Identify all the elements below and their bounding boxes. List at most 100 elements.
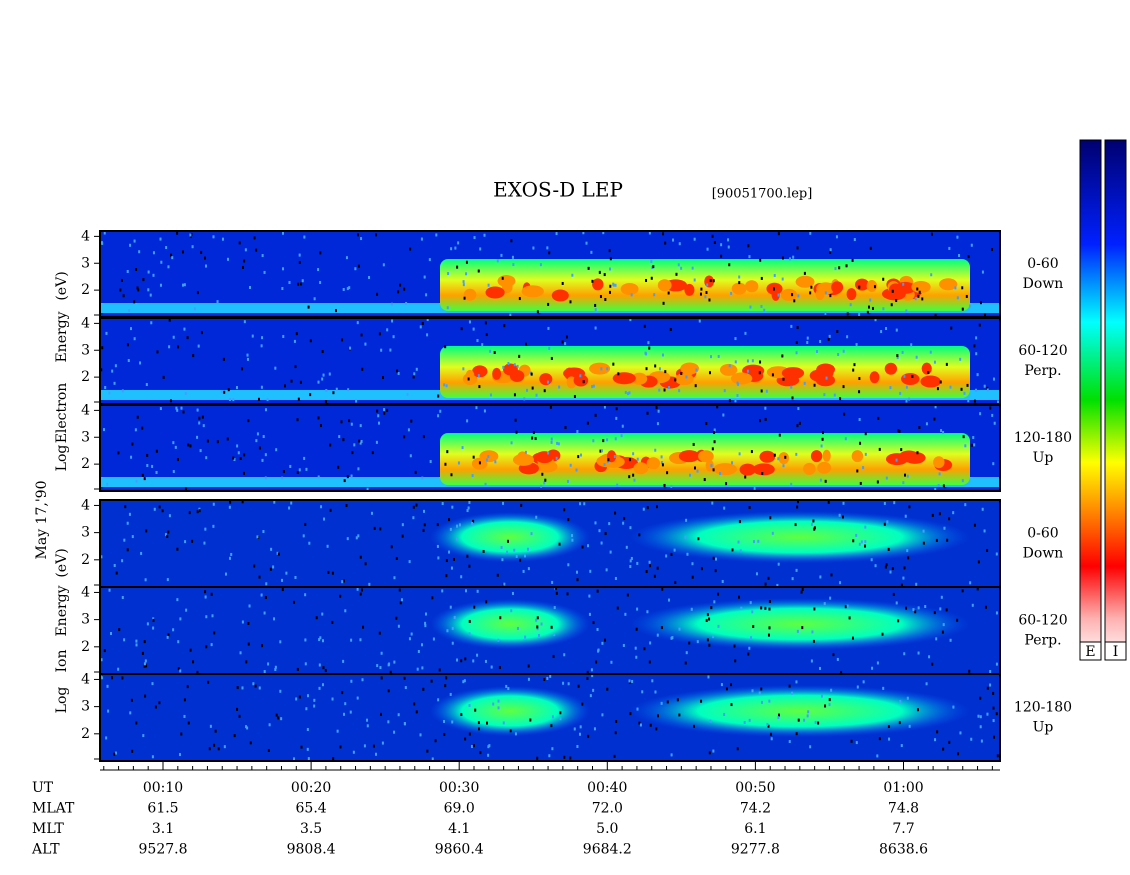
- noise: [930, 273, 933, 277]
- noise: [916, 287, 919, 291]
- noise: [631, 679, 634, 683]
- noise: [119, 288, 122, 292]
- noise: [391, 319, 394, 323]
- noise: [496, 573, 499, 577]
- noise: [126, 548, 129, 552]
- noise: [911, 374, 914, 378]
- noise: [172, 470, 175, 474]
- noise: [236, 686, 239, 690]
- noise: [364, 342, 367, 346]
- noise: [319, 636, 322, 640]
- noise: [547, 326, 550, 330]
- noise: [933, 611, 936, 615]
- noise: [728, 263, 731, 267]
- row-value: 5.0: [596, 821, 618, 837]
- noise: [722, 413, 725, 417]
- noise: [356, 233, 359, 237]
- noise: [412, 516, 415, 520]
- noise: [749, 305, 752, 309]
- noise: [563, 653, 566, 657]
- noise: [934, 313, 937, 317]
- date-label: May 17,'90: [34, 481, 50, 560]
- noise: [720, 683, 723, 687]
- noise: [573, 395, 576, 399]
- noise: [130, 327, 133, 331]
- noise: [576, 570, 579, 574]
- noise: [645, 367, 648, 371]
- noise: [916, 451, 919, 455]
- noise: [597, 648, 600, 652]
- noise: [536, 625, 539, 629]
- noise: [233, 457, 236, 461]
- noise: [478, 461, 481, 465]
- noise: [543, 481, 546, 485]
- noise: [200, 250, 203, 254]
- noise: [229, 500, 232, 504]
- noise: [425, 293, 428, 297]
- noise: [771, 373, 774, 377]
- noise: [930, 232, 933, 236]
- noise: [796, 500, 799, 504]
- noise: [304, 593, 307, 597]
- noise: [387, 720, 390, 724]
- noise: [128, 309, 131, 313]
- noise: [356, 587, 359, 591]
- noise: [100, 675, 103, 679]
- noise: [807, 710, 810, 714]
- noise: [308, 541, 311, 545]
- noise: [151, 755, 154, 759]
- y-tick-label: 4: [81, 402, 90, 418]
- noise: [377, 414, 380, 418]
- noise: [118, 628, 121, 632]
- noise: [531, 436, 534, 440]
- hot-spot: [730, 372, 753, 385]
- pitch-angle: 120-180: [1014, 430, 1072, 446]
- noise: [381, 376, 384, 380]
- noise: [103, 649, 106, 653]
- noise: [518, 354, 521, 358]
- noise: [190, 232, 193, 236]
- noise: [199, 449, 202, 453]
- noise: [760, 687, 763, 691]
- noise: [401, 523, 404, 527]
- noise: [329, 508, 332, 512]
- noise: [655, 505, 658, 509]
- noise: [275, 448, 278, 452]
- noise: [696, 469, 699, 473]
- noise: [355, 536, 358, 540]
- noise: [970, 243, 973, 247]
- noise: [975, 388, 978, 392]
- noise: [383, 411, 386, 415]
- noise: [549, 405, 552, 409]
- noise: [113, 381, 116, 385]
- noise: [146, 622, 149, 626]
- noise: [599, 295, 602, 299]
- noise: [337, 465, 340, 469]
- noise: [694, 384, 697, 388]
- colorbar: [1104, 139, 1127, 661]
- noise: [824, 291, 827, 295]
- noise: [360, 333, 363, 337]
- direction: Up: [1033, 720, 1054, 736]
- noise: [430, 679, 433, 683]
- noise: [228, 556, 231, 560]
- noise: [777, 716, 780, 720]
- noise: [691, 562, 694, 566]
- noise: [172, 628, 175, 632]
- hot-spot: [831, 281, 844, 294]
- noise: [209, 724, 212, 728]
- noise: [578, 732, 581, 736]
- pitch-angle: 60-120: [1018, 613, 1067, 629]
- noise: [733, 644, 736, 648]
- noise: [103, 231, 106, 235]
- noise: [795, 452, 798, 456]
- noise: [976, 373, 979, 377]
- noise: [777, 457, 780, 461]
- noise: [824, 311, 827, 315]
- noise: [204, 527, 207, 531]
- noise: [612, 362, 615, 366]
- noise: [601, 713, 604, 717]
- noise: [801, 626, 804, 630]
- noise: [927, 370, 930, 374]
- noise: [897, 429, 900, 433]
